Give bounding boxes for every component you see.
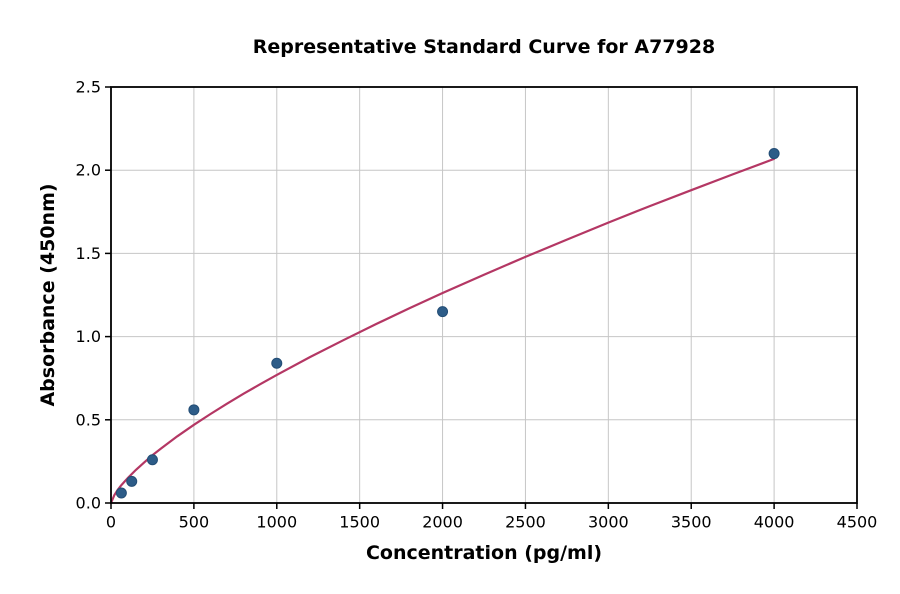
y-tick-label: 1.0 <box>76 327 101 346</box>
x-tick-label: 2000 <box>422 513 463 532</box>
data-point <box>271 357 283 369</box>
x-tick-label: 1000 <box>256 513 297 532</box>
data-point <box>126 475 138 487</box>
x-tick-label: 1500 <box>339 513 380 532</box>
y-axis-label: Absorbance (450nm) <box>37 183 59 407</box>
data-point <box>437 306 449 318</box>
chart-title: Representative Standard Curve for A77928 <box>252 36 716 58</box>
x-tick-label: 4000 <box>754 513 795 532</box>
y-tick-label: 2.5 <box>76 78 101 97</box>
data-point <box>146 454 158 466</box>
x-axis-label: Concentration (pg/ml) <box>365 542 603 564</box>
x-tick-label: 2500 <box>505 513 546 532</box>
x-tick-label: 0 <box>106 513 116 532</box>
x-tick-label: 4500 <box>837 513 878 532</box>
y-tick-label: 2.0 <box>76 161 101 180</box>
data-point <box>188 404 200 416</box>
data-point <box>768 148 780 160</box>
x-tick-label: 500 <box>179 513 210 532</box>
y-tick-label: 1.5 <box>76 244 101 263</box>
y-tick-label: 0.0 <box>76 494 101 513</box>
y-tick-label: 0.5 <box>76 410 101 429</box>
plot-border <box>110 86 858 504</box>
x-tick-label: 3000 <box>588 513 629 532</box>
data-point <box>115 487 127 499</box>
x-tick-label: 3500 <box>671 513 712 532</box>
